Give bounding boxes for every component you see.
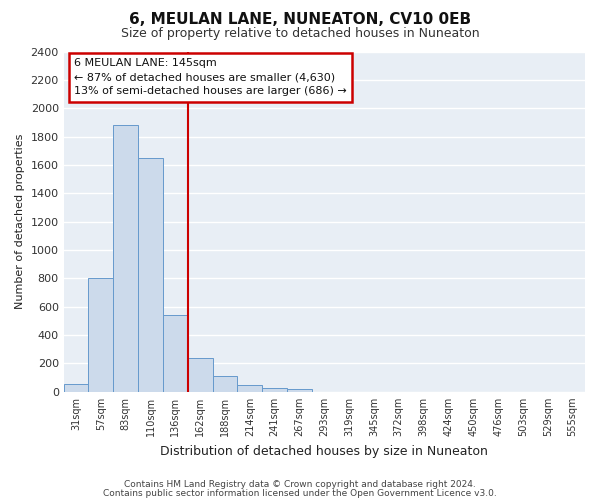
Bar (212, 376, 238, 392)
Bar (113, 125, 138, 392)
Text: Size of property relative to detached houses in Nuneaton: Size of property relative to detached ho… (121, 28, 479, 40)
Bar (238, 384, 262, 392)
Bar (188, 358, 212, 392)
Bar (138, 158, 163, 392)
Bar (64, 384, 88, 392)
Bar (287, 389, 312, 392)
Text: Contains HM Land Registry data © Crown copyright and database right 2024.: Contains HM Land Registry data © Crown c… (124, 480, 476, 489)
Bar (88, 278, 113, 392)
Text: Contains public sector information licensed under the Open Government Licence v3: Contains public sector information licen… (103, 488, 497, 498)
Bar (163, 315, 188, 392)
Bar (262, 388, 287, 392)
Y-axis label: Number of detached properties: Number of detached properties (15, 134, 25, 310)
X-axis label: Distribution of detached houses by size in Nuneaton: Distribution of detached houses by size … (160, 444, 488, 458)
Text: 6 MEULAN LANE: 145sqm
← 87% of detached houses are smaller (4,630)
13% of semi-d: 6 MEULAN LANE: 145sqm ← 87% of detached … (74, 58, 347, 96)
Text: 6, MEULAN LANE, NUNEATON, CV10 0EB: 6, MEULAN LANE, NUNEATON, CV10 0EB (129, 12, 471, 28)
